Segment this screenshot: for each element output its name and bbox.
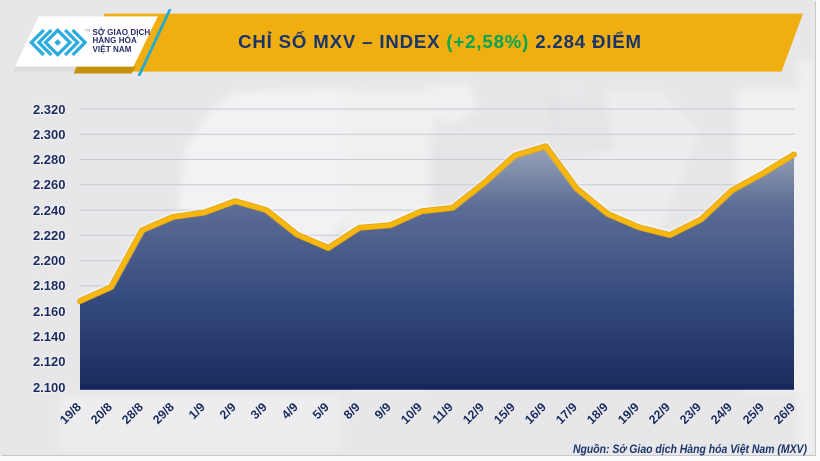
svg-text:TM: TM xyxy=(85,28,91,33)
